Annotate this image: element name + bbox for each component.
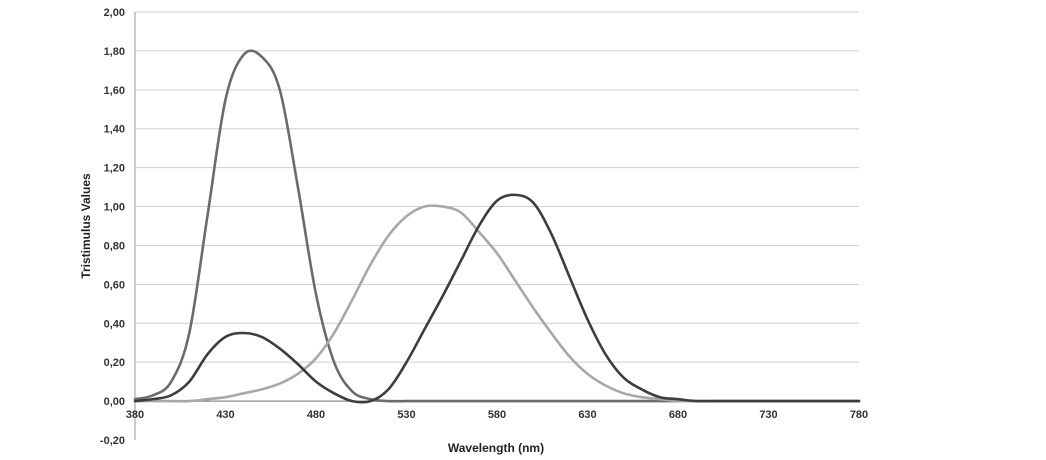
y-tick-label: 0,40 <box>104 318 125 330</box>
x-tick-label: 580 <box>488 409 506 421</box>
y-tick-label: 1,60 <box>104 85 125 97</box>
x-tick-label: 780 <box>850 409 868 421</box>
gridlines <box>135 11 859 363</box>
x-tick-label: 430 <box>216 409 234 421</box>
x-tick-label: 380 <box>126 409 144 421</box>
y-axis-title: Tristimulus Values <box>79 173 93 279</box>
y-tick-label: -0,20 <box>100 435 125 447</box>
series-lines <box>133 49 861 404</box>
y-tick-label: 1,80 <box>104 46 125 58</box>
series-line-1 <box>133 49 861 403</box>
y-tick-label: 1,00 <box>104 202 125 214</box>
x-tick-label: 630 <box>578 409 596 421</box>
y-tick-label: 1,40 <box>104 124 125 136</box>
y-tick-labels: -0,20 0,00 0,20 0,40 0,60 0,80 1,00 1,20 1,40 1,6… <box>100 7 125 447</box>
y-tick-label: 1,20 <box>104 163 125 175</box>
y-tick-label: 0,60 <box>104 279 125 291</box>
y-tick-label: 0,80 <box>104 240 125 252</box>
y-tick-label: 0,20 <box>104 357 125 369</box>
x-tick-label: 680 <box>669 409 687 421</box>
y-tick-label: 0,00 <box>104 396 125 408</box>
series-line-2 <box>133 204 861 403</box>
y-tick-label: 2,00 <box>104 7 125 19</box>
x-axis-title: Wavelength (nm) <box>448 441 544 455</box>
axes <box>134 12 859 440</box>
x-tick-label: 480 <box>307 409 325 421</box>
x-tick-label: 730 <box>759 409 777 421</box>
x-tick-label: 530 <box>397 409 415 421</box>
x-tick-labels: 380 430 480 530 580 630 680 730 780 <box>126 409 868 421</box>
series-line-3 <box>133 193 861 404</box>
